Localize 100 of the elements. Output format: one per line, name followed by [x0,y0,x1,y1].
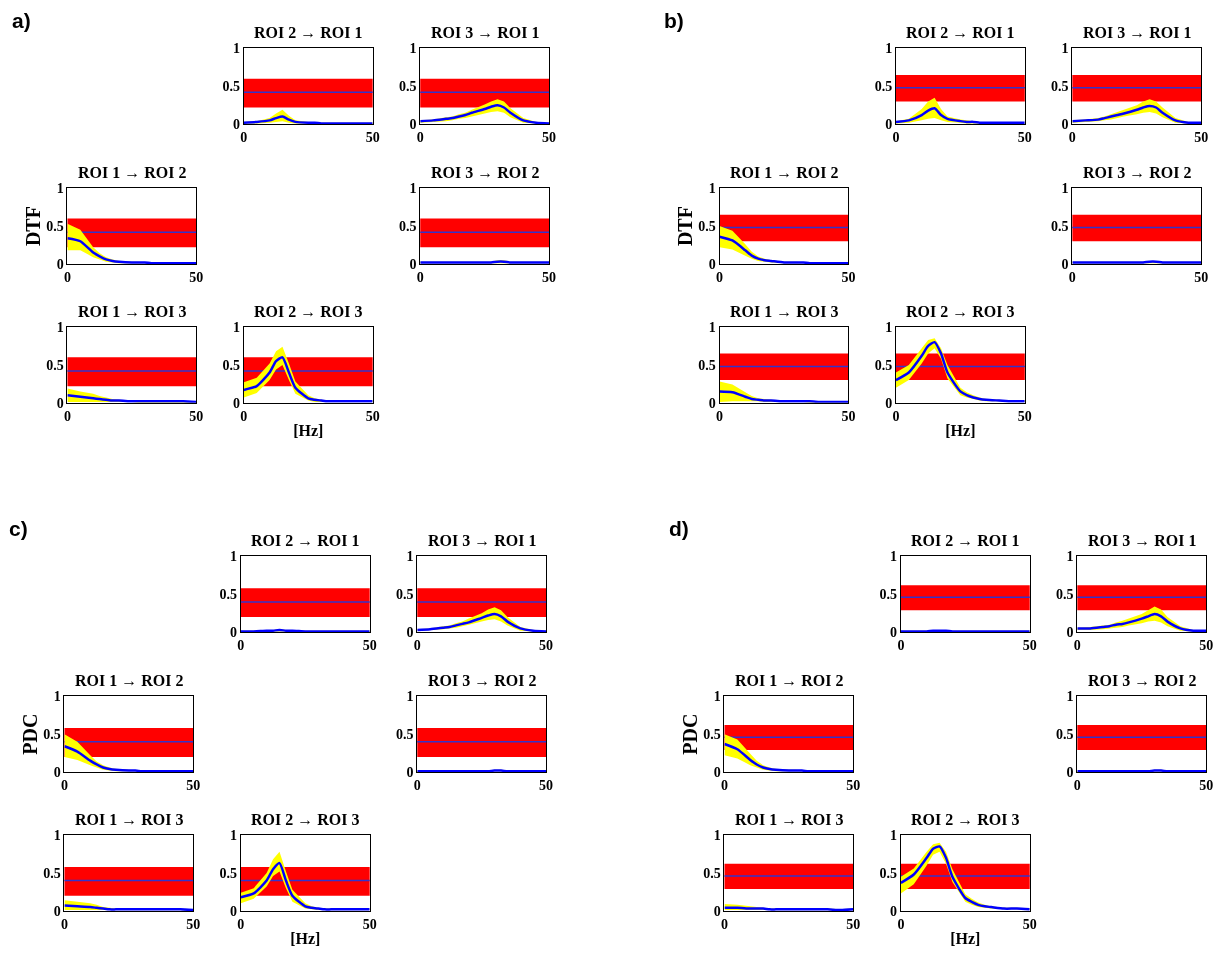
y-tick-label: 0 [708,395,716,411]
y-axis-title: PDC [678,713,701,755]
x-tick-label: 50 [539,638,554,654]
y-tick-label: 0 [233,395,241,411]
chart-title: ROI 2 → ROI 3 [254,303,363,320]
chart-title: ROI 1 → ROI 2 [730,164,839,181]
y-tick-label: 0 [1061,117,1069,133]
chart-title: ROI 2 → ROI 1 [911,532,1020,549]
y-tick-label: 1 [708,181,716,197]
x-tick-label: 50 [362,916,377,932]
chart-title: ROI 2 → ROI 1 [251,532,360,549]
x-tick-label: 50 [846,777,861,793]
y-tick-label: 0.5 [698,218,716,234]
y-axis-title: DTF [21,206,44,247]
x-tick-label: 50 [189,269,204,285]
chart-title: ROI 3 → ROI 1 [1083,24,1192,41]
y-tick-label: 0 [1066,625,1074,641]
y-axis-title: PDC [18,713,41,755]
y-tick-label: 0.5 [398,79,417,95]
chart-title: ROI 1 → ROI 3 [730,303,839,320]
x-tick-label: 50 [841,269,856,285]
y-tick-label: 0.5 [879,587,898,603]
x-tick-label: 50 [1194,269,1209,285]
y-tick-label: 0.5 [703,727,721,743]
y-tick-label: 1 [885,319,893,335]
y-tick-label: 1 [713,827,721,843]
x-axis-title: [Hz] [945,422,976,440]
y-tick-label: 0 [409,256,417,272]
y-tick-label: 0 [1066,764,1074,780]
x-tick-label: 50 [1017,129,1032,145]
y-tick-label: 1 [56,319,64,335]
y-tick-label: 0 [885,395,893,411]
y-tick-label: 1 [708,319,716,335]
chart-title: ROI 1 → ROI 3 [75,811,184,828]
chart-title: ROI 2 → ROI 1 [906,24,1015,41]
y-tick-label: 1 [53,689,61,705]
chart-title: ROI 1 → ROI 2 [735,672,844,689]
y-tick-label: 1 [230,827,238,843]
y-tick-label: 1 [890,549,898,565]
y-tick-label: 0.5 [222,357,241,373]
y-tick-label: 1 [1066,689,1074,705]
text: c) [9,517,28,540]
y-tick-label: 0 [890,903,898,919]
x-tick-label: 50 [1017,408,1032,424]
text: a) [12,9,31,32]
x-axis-title: [Hz] [290,930,321,948]
x-tick-label: 50 [365,129,380,145]
y-tick-label: 0 [233,117,241,133]
y-tick-label: 0.5 [698,357,716,373]
y-tick-label: 0 [53,903,61,919]
y-tick-label: 0.5 [43,865,61,881]
text: d) [669,517,689,540]
y-tick-label: 0.5 [874,357,893,373]
x-tick-label: 50 [1022,916,1037,932]
y-tick-label: 1 [233,41,241,57]
y-tick-label: 1 [1061,41,1069,57]
y-tick-label: 1 [406,549,414,565]
y-tick-label: 1 [53,827,61,843]
y-tick-label: 0 [409,117,417,133]
x-tick-label: 50 [1199,777,1214,793]
y-tick-label: 0.5 [222,79,241,95]
y-tick-label: 0.5 [43,727,61,743]
y-tick-label: 0.5 [219,587,238,603]
y-tick-label: 1 [1066,549,1074,565]
y-tick-label: 0.5 [398,218,417,234]
y-tick-label: 0.5 [219,865,238,881]
y-tick-label: 0.5 [395,587,414,603]
y-tick-label: 0 [230,903,238,919]
chart-title: ROI 3 → ROI 2 [431,164,540,181]
x-tick-label: 50 [1194,129,1209,145]
chart-title: ROI 1 → ROI 3 [78,303,187,320]
y-tick-label: 1 [409,181,417,197]
x-tick-label: 50 [841,408,856,424]
y-tick-label: 0.5 [879,865,898,881]
y-axis-title: DTF [673,206,696,247]
y-tick-label: 0.5 [1051,218,1069,234]
y-tick-label: 0 [890,625,898,641]
chart-title: ROI 3 → ROI 1 [431,24,540,41]
chart-title: ROI 1 → ROI 2 [75,672,184,689]
y-tick-label: 1 [890,827,898,843]
x-tick-label: 50 [539,777,554,793]
y-tick-label: 0.5 [874,79,893,95]
x-tick-label: 50 [542,269,557,285]
y-tick-label: 0 [713,764,721,780]
chart-title: ROI 3 → ROI 2 [428,672,537,689]
chart-title: ROI 1 → ROI 2 [78,164,187,181]
chart-title: ROI 2 → ROI 1 [254,24,363,41]
y-tick-label: 0.5 [703,865,721,881]
y-tick-label: 1 [713,689,721,705]
chart-title: ROI 2 → ROI 3 [251,811,360,828]
x-tick-label: 50 [186,777,201,793]
x-tick-label: 50 [1199,638,1214,654]
x-tick-label: 50 [365,408,380,424]
y-tick-label: 0 [230,625,238,641]
x-tick-label: 50 [1022,638,1037,654]
y-tick-label: 0 [406,625,414,641]
y-tick-label: 1 [406,689,414,705]
y-tick-label: 1 [233,319,241,335]
y-tick-label: 0.5 [46,218,64,234]
chart-title: ROI 3 → ROI 2 [1088,672,1197,689]
